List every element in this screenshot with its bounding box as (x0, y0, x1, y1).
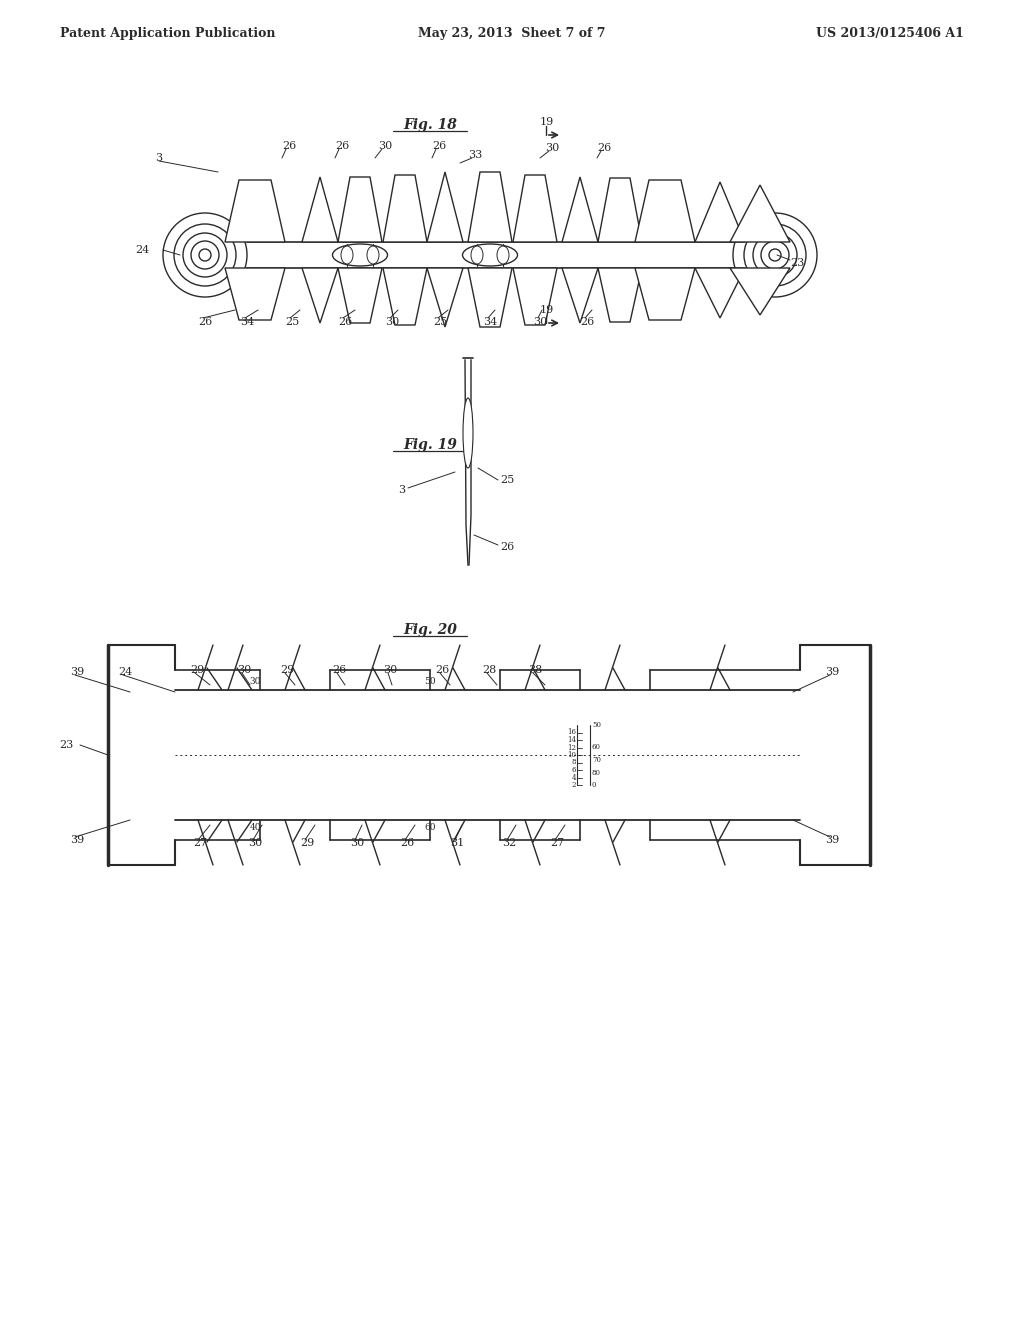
Text: 26: 26 (500, 543, 514, 552)
Text: 39: 39 (70, 836, 84, 845)
Text: 8: 8 (571, 759, 575, 767)
Polygon shape (225, 268, 285, 319)
Text: 3: 3 (398, 484, 406, 495)
Text: 34: 34 (483, 317, 498, 327)
Polygon shape (598, 268, 642, 322)
Text: 33: 33 (468, 150, 482, 160)
Text: 29: 29 (190, 665, 204, 675)
Text: 38: 38 (528, 665, 543, 675)
Text: 26: 26 (597, 143, 611, 153)
Ellipse shape (463, 399, 473, 469)
Text: 2: 2 (571, 781, 575, 789)
Polygon shape (302, 268, 338, 323)
Polygon shape (338, 177, 382, 242)
Text: 30: 30 (350, 838, 365, 847)
Polygon shape (730, 268, 790, 315)
Text: 39: 39 (825, 667, 840, 677)
Polygon shape (468, 172, 512, 242)
Text: 19: 19 (540, 305, 554, 315)
Text: 27: 27 (550, 838, 564, 847)
Text: 80: 80 (592, 770, 601, 777)
Polygon shape (695, 182, 745, 242)
Text: 25: 25 (285, 317, 299, 327)
Text: 26: 26 (400, 838, 415, 847)
Text: 24: 24 (118, 667, 132, 677)
Text: 10: 10 (567, 751, 575, 759)
Polygon shape (383, 176, 427, 242)
Text: 30: 30 (385, 317, 399, 327)
Text: 14: 14 (567, 737, 575, 744)
Text: 30: 30 (248, 838, 262, 847)
Text: 3: 3 (155, 153, 162, 162)
Text: 16: 16 (567, 729, 575, 737)
Polygon shape (338, 268, 382, 323)
Text: 26: 26 (335, 141, 349, 150)
Text: 30: 30 (249, 677, 261, 686)
Text: 30: 30 (237, 665, 251, 675)
Text: 34: 34 (240, 317, 254, 327)
Polygon shape (468, 268, 512, 327)
Text: 30: 30 (534, 317, 547, 327)
Text: 12: 12 (567, 743, 575, 751)
Text: 39: 39 (825, 836, 840, 845)
Text: 32: 32 (502, 838, 516, 847)
Text: 25: 25 (433, 317, 447, 327)
Text: 30: 30 (545, 143, 559, 153)
Text: 26: 26 (282, 141, 296, 150)
Text: 29: 29 (280, 665, 294, 675)
Text: 50: 50 (424, 677, 436, 686)
Text: 26: 26 (432, 141, 446, 150)
Text: 6: 6 (571, 766, 575, 774)
Text: 26: 26 (338, 317, 352, 327)
Text: Fig. 20: Fig. 20 (403, 623, 457, 638)
Polygon shape (513, 268, 557, 325)
Text: 27: 27 (193, 838, 207, 847)
Text: 0: 0 (592, 781, 597, 789)
Polygon shape (635, 180, 695, 242)
Polygon shape (598, 178, 642, 242)
Text: May 23, 2013  Sheet 7 of 7: May 23, 2013 Sheet 7 of 7 (418, 26, 606, 40)
Text: 26: 26 (332, 665, 346, 675)
Text: 23: 23 (790, 257, 804, 268)
Polygon shape (427, 172, 463, 242)
Polygon shape (302, 177, 338, 242)
Polygon shape (695, 268, 745, 318)
Polygon shape (427, 268, 463, 327)
Polygon shape (562, 177, 598, 242)
Text: 26: 26 (198, 317, 212, 327)
Text: 70: 70 (592, 756, 601, 764)
Text: 60: 60 (592, 743, 601, 751)
Text: 29: 29 (300, 838, 314, 847)
Polygon shape (225, 180, 285, 242)
Ellipse shape (463, 244, 517, 267)
Text: 4: 4 (571, 774, 575, 781)
Ellipse shape (333, 244, 387, 267)
Text: Fig. 18: Fig. 18 (403, 117, 457, 132)
Polygon shape (730, 185, 790, 242)
Polygon shape (383, 268, 427, 325)
Text: Fig. 19: Fig. 19 (403, 438, 457, 451)
Text: 39: 39 (70, 667, 84, 677)
Text: 25: 25 (500, 475, 514, 484)
Text: 60: 60 (424, 824, 436, 833)
Text: 40: 40 (249, 824, 261, 833)
Text: 24: 24 (136, 246, 150, 255)
Text: 23: 23 (58, 741, 73, 750)
Text: 28: 28 (482, 665, 497, 675)
Polygon shape (635, 268, 695, 319)
Polygon shape (562, 268, 598, 323)
Text: 26: 26 (435, 665, 450, 675)
Text: 30: 30 (378, 141, 392, 150)
Text: Patent Application Publication: Patent Application Publication (60, 26, 275, 40)
Text: 26: 26 (580, 317, 594, 327)
Text: 50: 50 (592, 721, 601, 729)
Text: 30: 30 (383, 665, 397, 675)
Polygon shape (513, 176, 557, 242)
Text: US 2013/0125406 A1: US 2013/0125406 A1 (816, 26, 964, 40)
Text: 31: 31 (450, 838, 464, 847)
Text: 19: 19 (540, 117, 554, 127)
